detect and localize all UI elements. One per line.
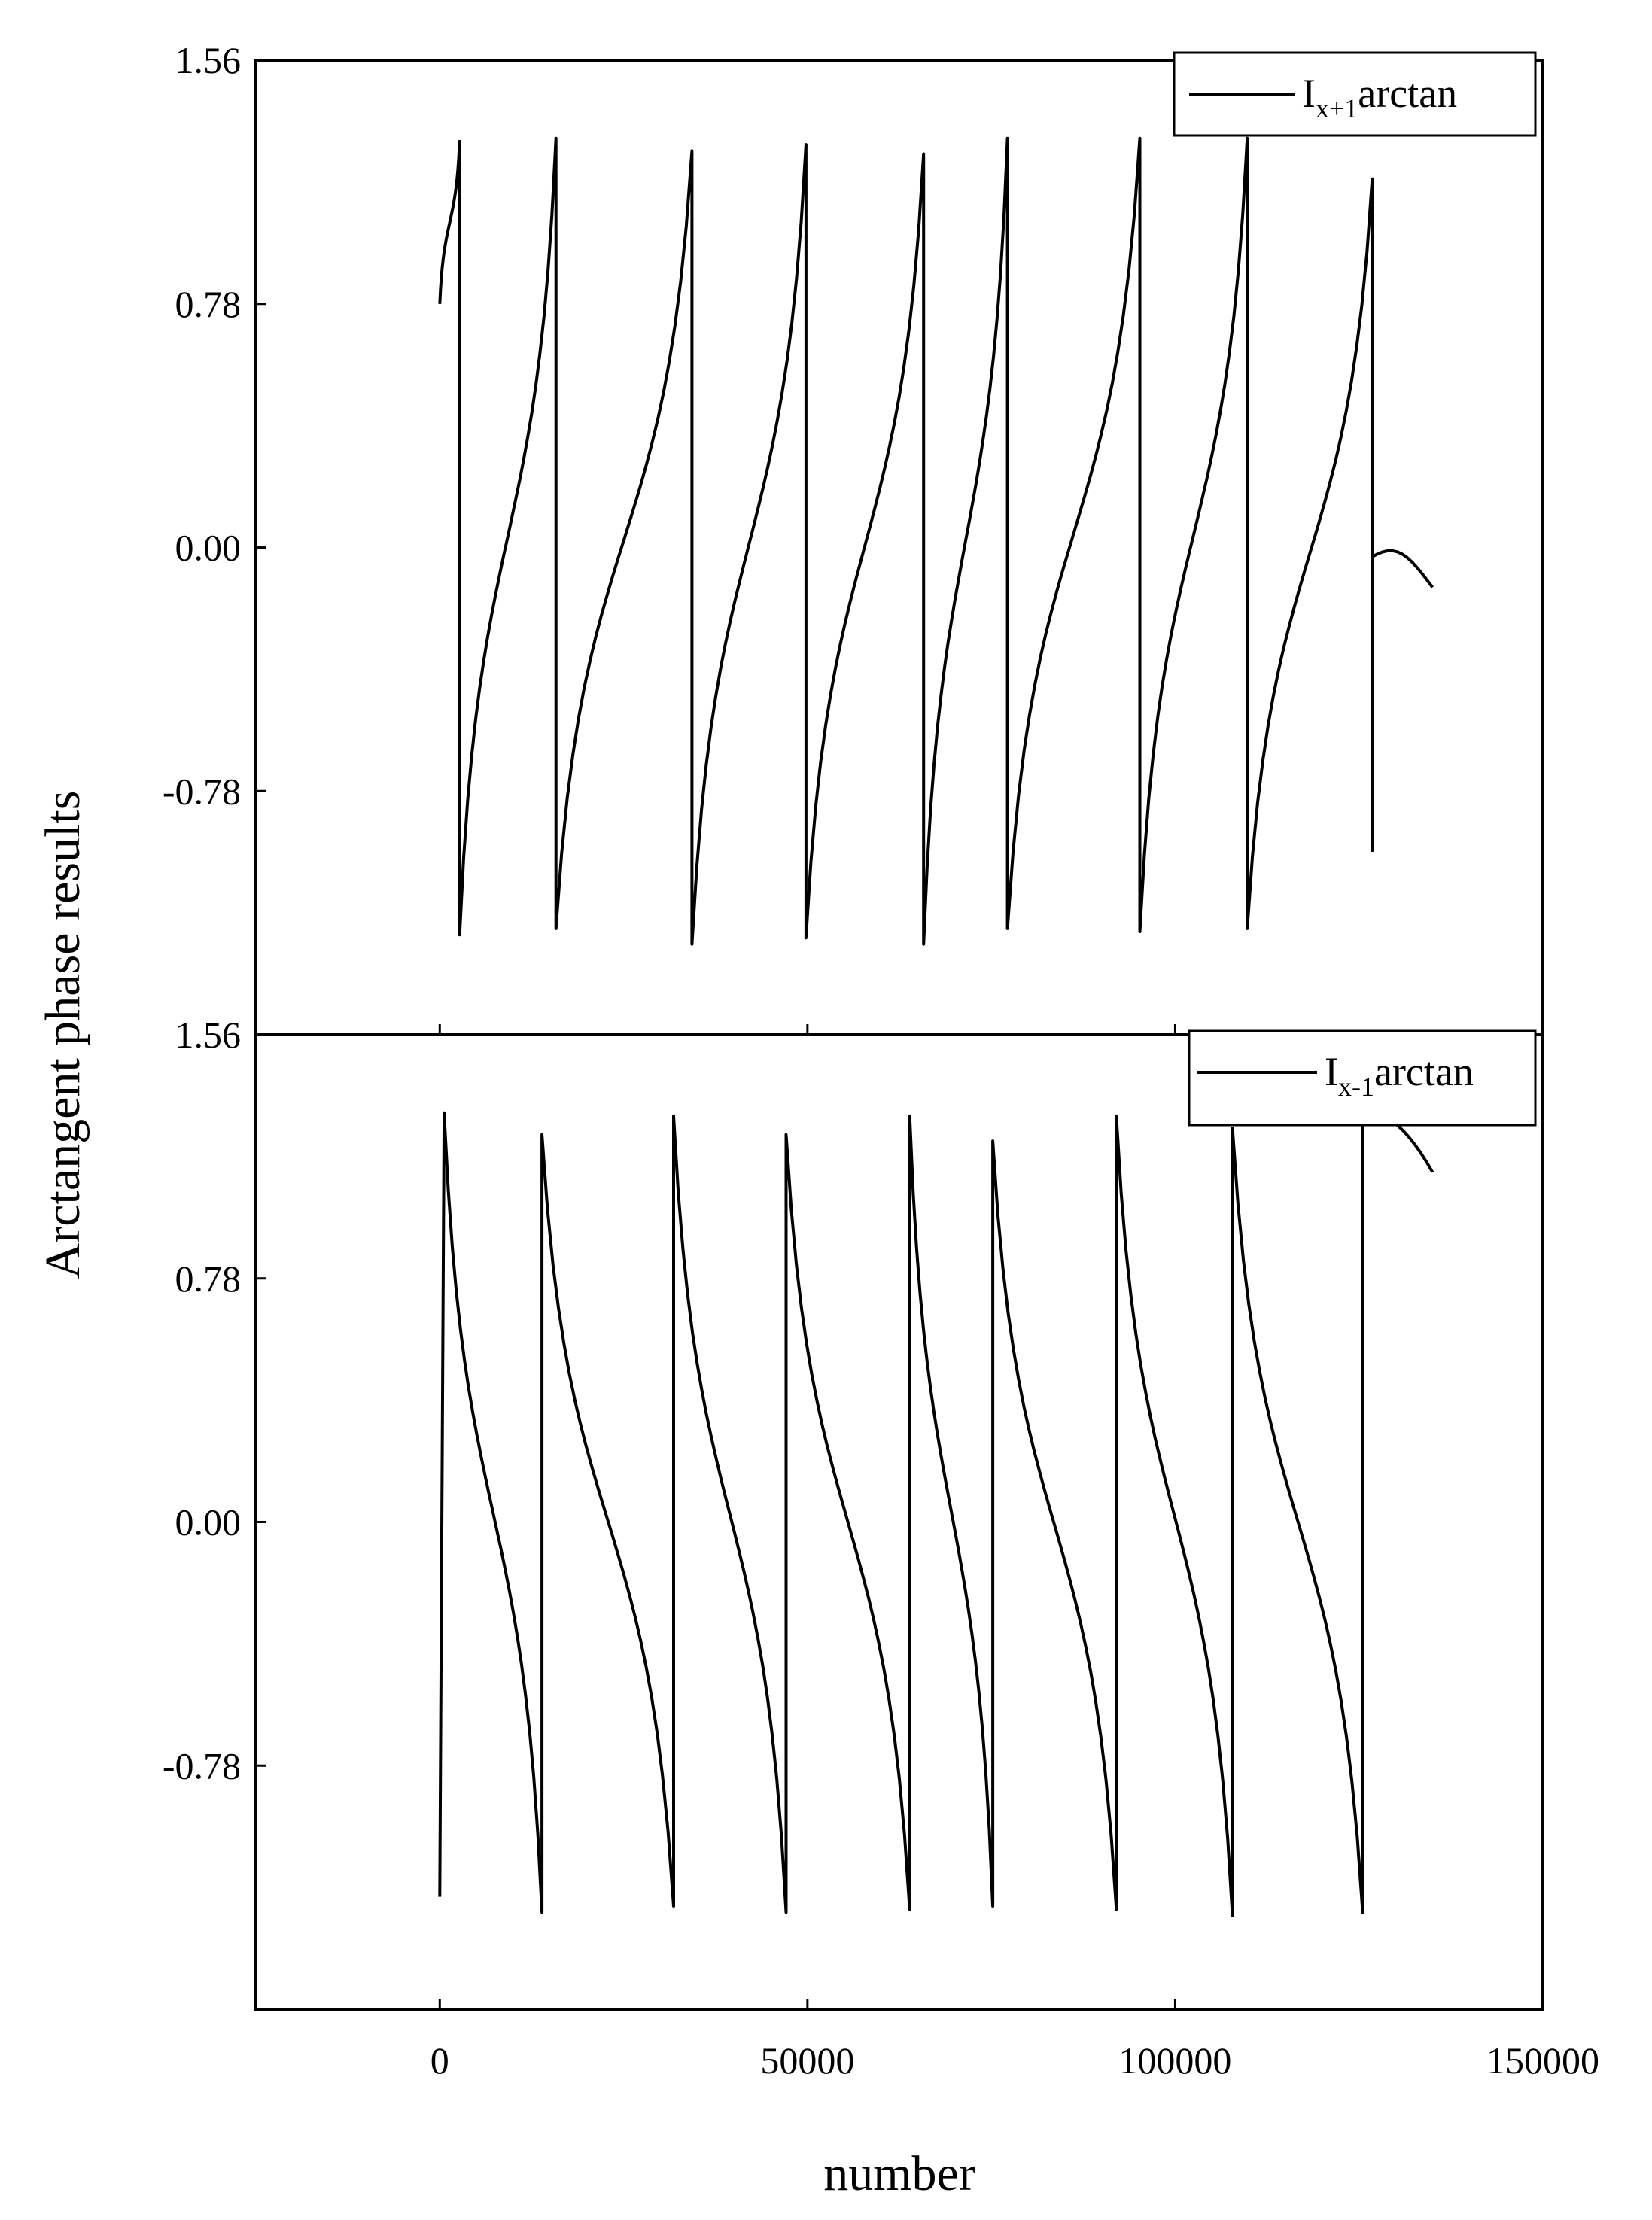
bottom-legend-label: Ix-1arctan [1325, 1049, 1474, 1102]
top-legend-suffix: arctan [1358, 71, 1457, 116]
top-y-tick-label: 1.56 [175, 39, 242, 81]
top-series-line [438, 136, 1434, 946]
top-legend-label: Ix+1arctan [1302, 71, 1457, 123]
x-tick-label: 150000 [1486, 2039, 1599, 2082]
x-tick-label: 0 [430, 2039, 449, 2082]
top-panel-frame [254, 59, 1544, 1036]
bottom-legend: Ix-1arctan [1188, 1029, 1537, 1127]
top-legend-base: I [1302, 71, 1316, 116]
bottom-legend-suffix: arctan [1374, 1049, 1474, 1094]
y-axis-title: Arctangent phase results [35, 791, 90, 1279]
bottom-y-tick-label: 0.00 [175, 1501, 242, 1543]
bottom-legend-subscript: x-1 [1338, 1072, 1374, 1102]
bottom-y-tick-label: -0.78 [163, 1744, 241, 1787]
bottom-y-tick-label: 0.78 [175, 1257, 242, 1300]
x-tick-label: 50000 [760, 2039, 854, 2082]
bottom-legend-box [1188, 1029, 1537, 1127]
bottom-series-group [438, 1108, 1434, 1917]
bottom-y-tick-label: 1.56 [175, 1014, 242, 1056]
top-legend-subscript: x+1 [1316, 93, 1358, 123]
x-tick-label: 100000 [1118, 2039, 1231, 2082]
bottom-series-line [438, 1108, 1434, 1917]
top-y-tick-label: 0.00 [175, 527, 242, 569]
top-y-tick-label: 0.78 [175, 283, 242, 325]
top-legend: Ix+1arctan [1173, 51, 1537, 137]
bottom-axis-ticks: 1.56 0.78 0.00 -0.78 0 50000 100000 150000 [163, 1014, 1599, 2082]
bottom-legend-base: I [1325, 1049, 1338, 1094]
x-axis-title: number [823, 2146, 975, 2201]
top-axis-ticks: 1.56 0.78 0.00 -0.78 [163, 39, 1544, 1035]
top-series-group [438, 136, 1434, 946]
top-y-tick-label: -0.78 [163, 770, 241, 812]
